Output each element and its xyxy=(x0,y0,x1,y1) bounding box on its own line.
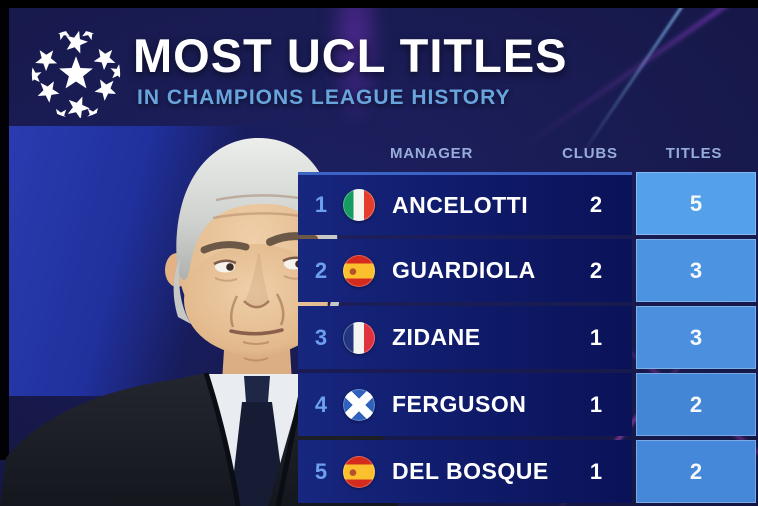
titles-count: 5 xyxy=(689,190,703,216)
spain-flag-icon xyxy=(343,455,375,488)
manager-name: FERGUSON xyxy=(392,391,527,417)
row-main-cell: 4 FERGUSON 1 xyxy=(298,373,632,436)
top-letterbox-bar xyxy=(0,0,758,8)
titles-count: 3 xyxy=(689,324,703,350)
row-main-cell: 3 ZIDANE 1 xyxy=(298,306,632,369)
table-body: 1 ANCELOTTI 2 5 2 GUARDIOLA 2 3 3 ZIDANE… xyxy=(298,172,758,503)
manager-name: ZIDANE xyxy=(392,324,481,350)
manager-name: DEL BOSQUE xyxy=(392,458,549,484)
italy-flag-icon xyxy=(343,189,375,221)
titles-count: 3 xyxy=(689,257,703,283)
left-letterbox-bar xyxy=(0,0,9,460)
row-main-cell: 2 GUARDIOLA 2 xyxy=(298,239,632,302)
manager-name: ANCELOTTI xyxy=(392,191,529,218)
spain-flag-icon xyxy=(343,254,375,287)
table-row: 4 FERGUSON 1 2 xyxy=(298,373,758,436)
clubs-count: 1 xyxy=(589,391,603,417)
clubs-count: 2 xyxy=(589,192,603,217)
column-header-titles: TITLES xyxy=(665,145,723,162)
table-header-row: MANAGER CLUBS TITLES xyxy=(298,143,758,172)
rank-number: 5 xyxy=(314,458,328,484)
rank-number: 2 xyxy=(314,257,328,283)
column-header-manager: MANAGER xyxy=(390,145,474,162)
page-subtitle: IN CHAMPIONS LEAGUE HISTORY xyxy=(137,86,511,109)
titles-cell: 2 xyxy=(636,440,756,503)
rank-number: 4 xyxy=(314,391,328,417)
blue-light-streak xyxy=(576,0,708,162)
titles-cell: 2 xyxy=(636,373,756,436)
titles-count: 2 xyxy=(689,391,703,417)
table-row: 2 GUARDIOLA 2 3 xyxy=(298,239,758,302)
clubs-count: 1 xyxy=(589,458,603,484)
leaderboard-table: MANAGER CLUBS TITLES 1 ANCELOTTI 2 5 2 G… xyxy=(298,143,758,506)
table-row: 3 ZIDANE 1 3 xyxy=(298,306,758,369)
page-title: MOST UCL TITLES xyxy=(133,29,568,82)
table-row: 1 ANCELOTTI 2 5 xyxy=(298,172,758,235)
titles-count: 2 xyxy=(689,458,703,484)
column-header-clubs: CLUBS xyxy=(562,145,618,162)
titles-cell: 3 xyxy=(636,239,756,302)
titles-cell: 3 xyxy=(636,306,756,369)
rank-number: 1 xyxy=(314,192,328,217)
clubs-count: 2 xyxy=(589,257,603,283)
clubs-count: 1 xyxy=(589,324,603,350)
scotland-flag-icon xyxy=(343,388,375,421)
row-main-cell: 1 ANCELOTTI 2 xyxy=(298,172,632,235)
manager-name: GUARDIOLA xyxy=(392,257,536,283)
rank-number: 3 xyxy=(314,324,328,350)
table-row: 5 DEL BOSQUE 1 2 xyxy=(298,440,758,503)
row-main-cell: 5 DEL BOSQUE 1 xyxy=(298,440,632,503)
ucl-starball-icon xyxy=(31,29,121,119)
france-flag-icon xyxy=(343,321,375,354)
titles-cell: 5 xyxy=(636,172,756,235)
